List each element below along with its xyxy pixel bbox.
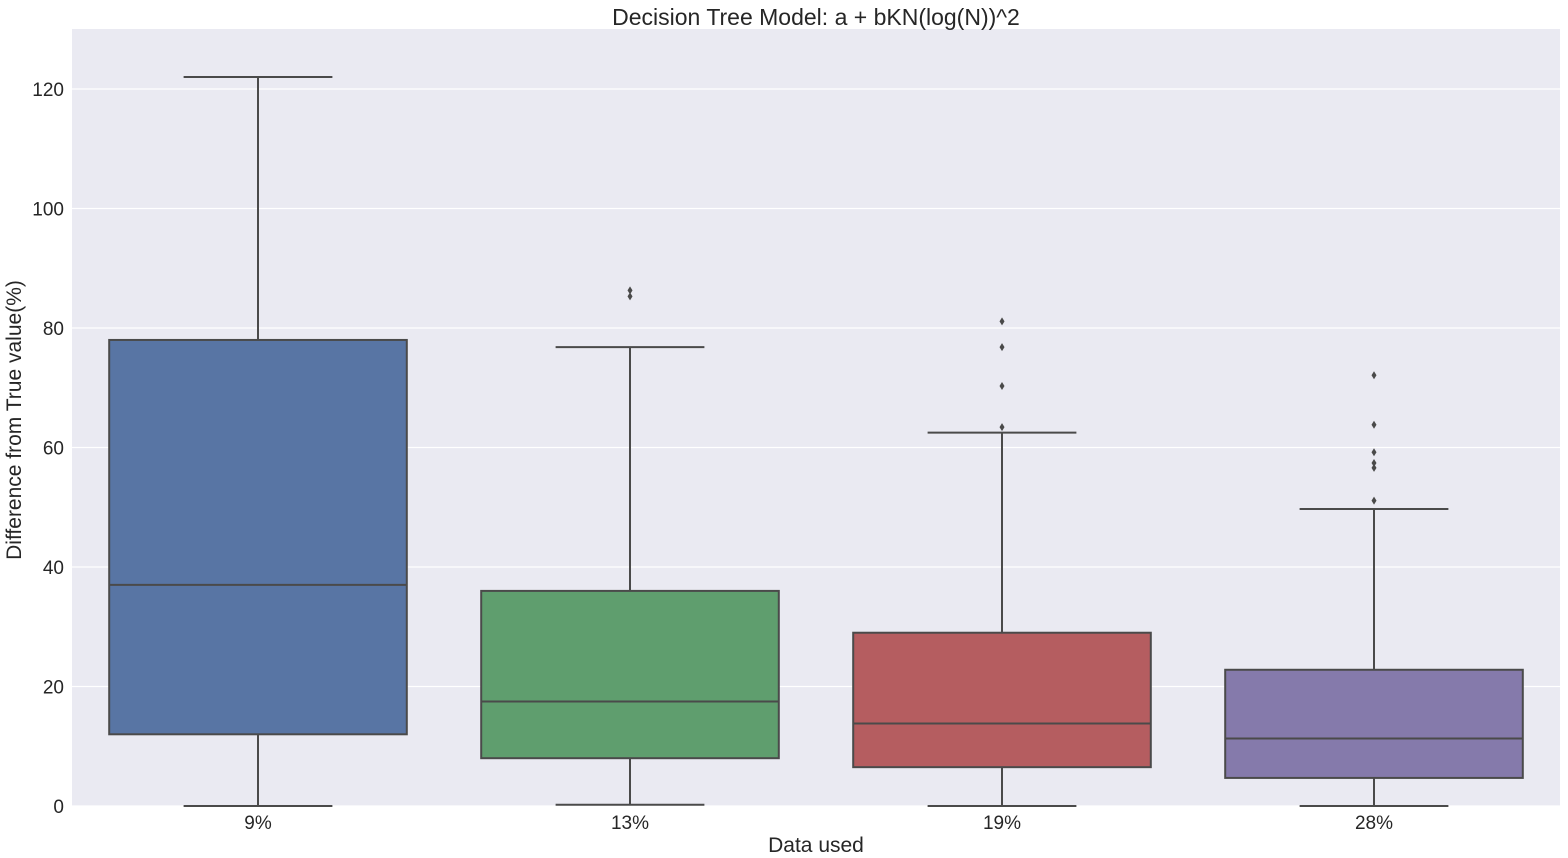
box (1224, 668, 1524, 779)
outlier-point (1371, 371, 1377, 380)
x-tick-label: 9% (244, 813, 272, 834)
box-group-3 (852, 317, 1152, 807)
outlier-point (999, 423, 1005, 432)
x-tick-label: 28% (1355, 813, 1393, 834)
y-axis-label: Difference from True value(%) (3, 280, 26, 560)
outlier-point (1371, 420, 1377, 429)
x-tick-label: 19% (983, 813, 1021, 834)
outlier-point (627, 292, 633, 301)
y-tick-label: 120 (32, 80, 64, 101)
outlier-point (627, 286, 633, 295)
box (852, 631, 1152, 769)
outlier-point (999, 381, 1005, 390)
y-tick-labels: 0 20 40 60 80 100 120 (32, 80, 64, 818)
box-group-1 (108, 76, 408, 807)
box (480, 589, 780, 760)
outlier-point (1371, 496, 1377, 505)
boxes (108, 76, 1524, 807)
y-tick-label: 0 (53, 797, 64, 818)
x-tick-labels: 9% 13% 19% 28% (244, 813, 1393, 834)
x-tick-label: 13% (611, 813, 649, 834)
y-tick-label: 40 (43, 558, 64, 579)
outlier-point (1371, 448, 1377, 457)
y-tick-label: 80 (43, 319, 64, 340)
outlier-point (999, 343, 1005, 352)
chart-title: Decision Tree Model: a + bKN(log(N))^2 (612, 4, 1020, 30)
outlier-point (1371, 463, 1377, 472)
box-group-2 (480, 286, 780, 806)
box (108, 338, 408, 736)
box-group-4 (1224, 371, 1524, 807)
y-tick-label: 20 (43, 678, 64, 699)
y-tick-label: 60 (43, 439, 64, 460)
x-axis-label: Data used (768, 834, 864, 857)
y-tick-label: 100 (32, 200, 64, 221)
outlier-point (999, 317, 1005, 326)
outlier-point (1371, 459, 1377, 468)
